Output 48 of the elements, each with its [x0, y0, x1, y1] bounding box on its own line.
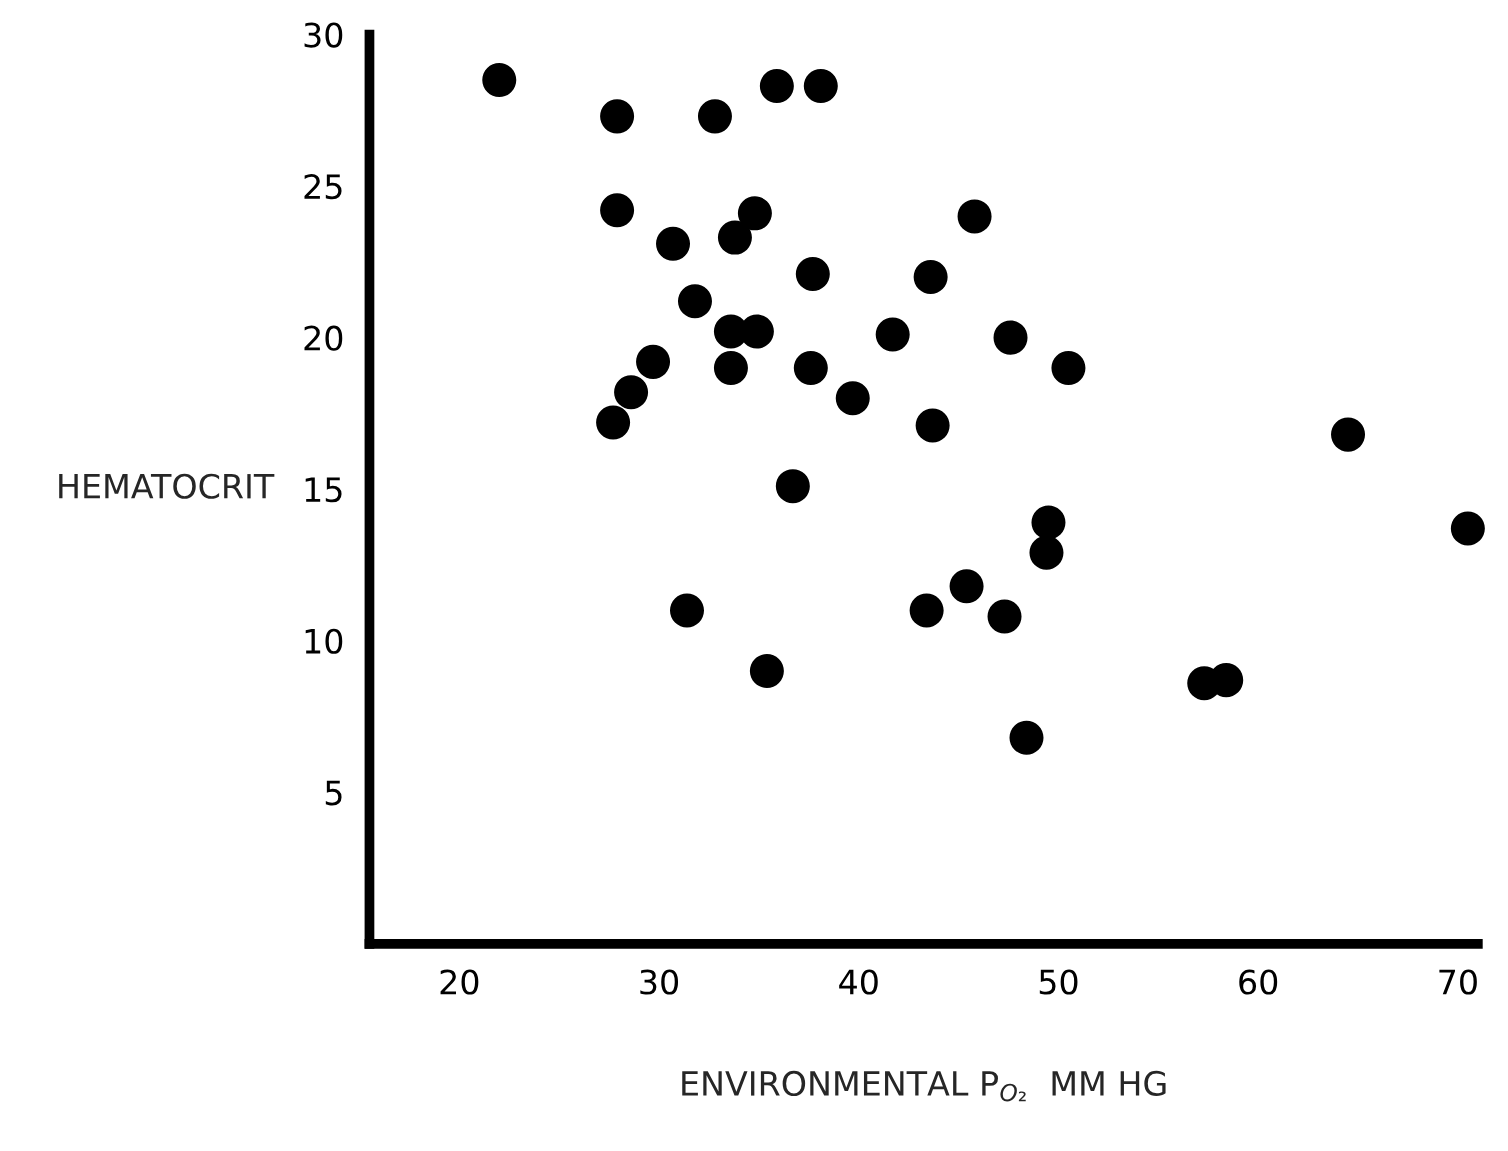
x-tick-label: 50 [1039, 969, 1078, 995]
point [600, 193, 635, 228]
y-tick-label: 15 [305, 477, 342, 503]
point [1029, 535, 1064, 570]
y-tick-label: 20 [304, 325, 343, 351]
point [915, 408, 950, 443]
point [636, 344, 671, 379]
y-tick-label: 25 [304, 174, 342, 200]
point [614, 375, 649, 410]
point [913, 260, 948, 295]
point [993, 320, 1028, 355]
point [1031, 505, 1066, 540]
x-tick-label: 60 [1239, 969, 1278, 995]
point [875, 317, 910, 352]
x-tick-label: 70 [1439, 969, 1477, 995]
point [987, 599, 1022, 634]
point [482, 62, 517, 97]
point [600, 99, 635, 134]
y-tick-label: 30 [304, 22, 343, 48]
point [717, 220, 752, 255]
point [775, 469, 810, 504]
y-axis-title: HEMATOCRIT [59, 473, 275, 499]
x-tick-label: 20 [440, 969, 479, 995]
x-tick-label: 30 [640, 969, 679, 995]
point [669, 593, 705, 628]
point [1051, 350, 1086, 385]
point [759, 69, 794, 104]
y-tick-label: 10 [305, 628, 343, 654]
point [957, 199, 992, 234]
point [793, 350, 828, 385]
x-axis-title: ENVIRONMENTAL P$_{O₂}$ MM HG [682, 1070, 1166, 1102]
point [909, 593, 944, 628]
x-tick-label: 40 [839, 969, 878, 995]
point [596, 405, 631, 440]
point [1009, 720, 1044, 755]
point [1450, 511, 1485, 546]
point [697, 99, 732, 134]
point [737, 196, 772, 231]
point [1331, 417, 1366, 452]
point [749, 654, 784, 689]
point [835, 381, 870, 416]
point [949, 569, 984, 604]
point [713, 350, 748, 385]
y-tick-label: 5 [325, 780, 342, 806]
point [677, 284, 712, 319]
point [795, 256, 830, 291]
point [656, 226, 691, 261]
point [803, 69, 838, 104]
